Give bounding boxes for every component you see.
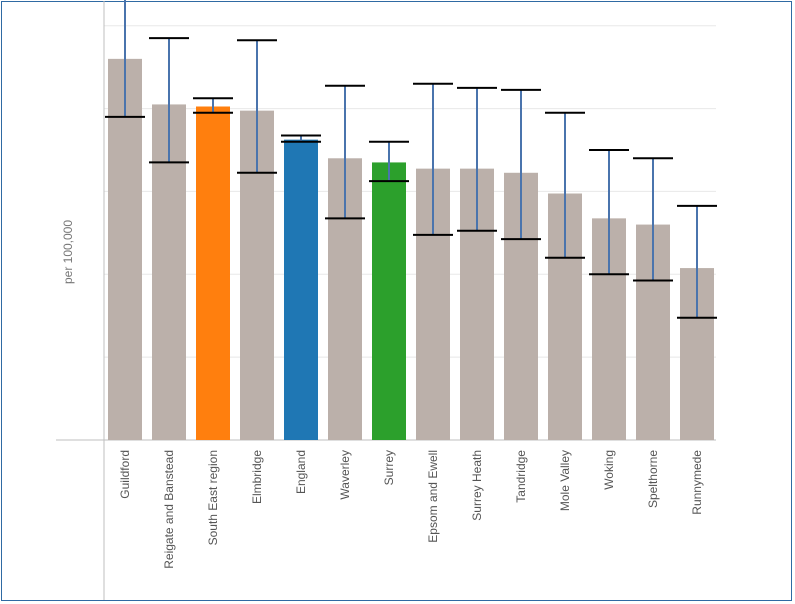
bar (372, 162, 406, 440)
x-tick-label: South East region (206, 450, 220, 545)
x-tick-label: Guildford (118, 450, 132, 499)
x-tick-label: Epsom and Ewell (426, 450, 440, 543)
x-tick-label: Runnymede (690, 450, 704, 515)
x-tick-label: Waverley (338, 450, 352, 500)
x-tick-label: Mole Valley (558, 450, 572, 511)
bars (108, 58, 714, 441)
y-axis-label: per 100,000 (61, 220, 75, 284)
x-tick-label: Elmbridge (250, 450, 264, 504)
x-tick-label: Woking (602, 450, 616, 490)
x-tick-label: Spelthorne (646, 450, 660, 508)
x-tick-label: Tandridge (514, 450, 528, 503)
category-labels: Guildford Reigate and Banstead South East … (118, 450, 704, 569)
bar (284, 139, 318, 440)
x-tick-label: Surrey (382, 450, 396, 485)
bar (108, 58, 142, 440)
bar (196, 106, 230, 440)
error-bars (105, 0, 717, 319)
x-tick-label: Surrey Heath (470, 450, 484, 521)
x-tick-label: England (294, 450, 308, 494)
x-tick-label: Reigate and Banstead (162, 450, 176, 569)
